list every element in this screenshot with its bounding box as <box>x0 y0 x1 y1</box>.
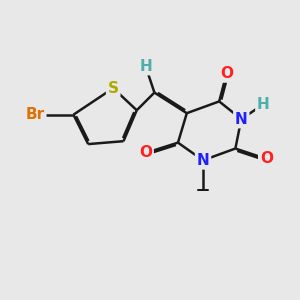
Text: Br: Br <box>26 107 45 122</box>
Text: N: N <box>235 112 248 127</box>
Text: O: O <box>139 146 152 160</box>
Text: S: S <box>108 81 119 96</box>
Text: O: O <box>220 66 233 81</box>
Text: H: H <box>257 97 270 112</box>
Text: H: H <box>139 58 152 74</box>
Text: N: N <box>196 153 209 168</box>
Text: O: O <box>260 151 273 166</box>
